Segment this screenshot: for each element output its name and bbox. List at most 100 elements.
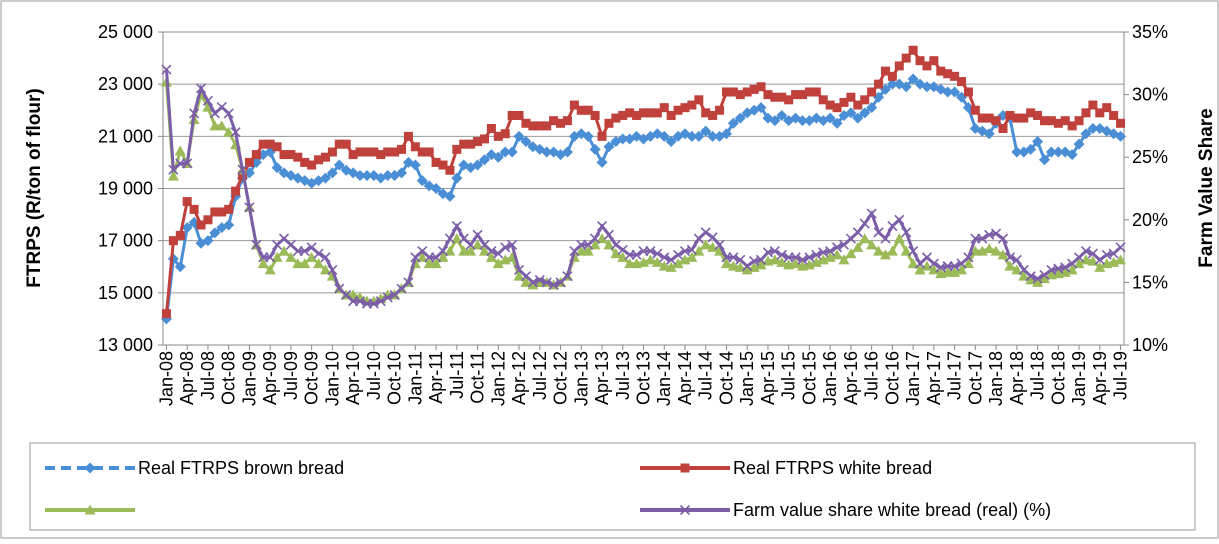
- x-tick-label: Jan-13: [571, 351, 591, 406]
- data-point: [397, 144, 407, 154]
- data-point: [866, 208, 877, 219]
- data-point: [216, 120, 228, 131]
- data-point: [784, 95, 794, 105]
- data-point: [217, 207, 227, 217]
- data-point: [320, 152, 330, 162]
- data-point: [693, 130, 705, 142]
- data-point: [202, 235, 214, 247]
- data-point: [409, 159, 421, 171]
- data-point: [1011, 254, 1022, 265]
- data-point: [894, 214, 905, 225]
- data-point: [486, 124, 496, 134]
- data-point: [224, 204, 234, 214]
- data-point: [907, 73, 919, 85]
- data-point: [1095, 108, 1105, 118]
- x-tick-label: Jan-08: [156, 351, 176, 406]
- data-point: [900, 81, 912, 93]
- x-tick-label: Jan-18: [986, 351, 1006, 406]
- data-point: [756, 82, 766, 92]
- data-point: [658, 260, 670, 271]
- x-tick-label: Jul-15: [779, 351, 799, 400]
- data-point: [680, 103, 690, 113]
- data-point: [361, 169, 373, 181]
- data-point: [251, 239, 262, 250]
- data-point: [499, 254, 511, 265]
- data-point: [355, 147, 365, 157]
- data-point: [921, 81, 933, 93]
- data-point: [867, 87, 877, 97]
- data-point: [727, 260, 739, 271]
- data-point: [686, 130, 698, 142]
- legend-item: Real FTRPS brown bread: [45, 458, 344, 478]
- data-point: [354, 296, 366, 307]
- data-point: [390, 147, 400, 157]
- data-point: [1011, 146, 1023, 158]
- data-point: [251, 150, 261, 160]
- data-point: [990, 245, 1002, 256]
- data-point: [403, 131, 413, 141]
- data-point: [936, 66, 946, 76]
- data-point: [970, 105, 980, 115]
- data-point: [319, 172, 331, 184]
- data-point: [859, 107, 871, 119]
- data-point: [617, 244, 628, 255]
- data-point: [908, 246, 919, 257]
- x-tick-label: Jul-17: [945, 351, 965, 400]
- y-tick-label: 17 000: [98, 231, 153, 251]
- data-point: [1073, 138, 1085, 150]
- data-point: [507, 239, 518, 250]
- data-point: [720, 258, 732, 269]
- data-point: [1038, 154, 1050, 166]
- y-tick-label: 15 000: [98, 283, 153, 303]
- data-point: [423, 258, 435, 269]
- data-point: [673, 105, 683, 115]
- data-point: [728, 87, 738, 97]
- y2-tick-label: 10%: [1132, 335, 1168, 355]
- data-point: [1094, 254, 1105, 265]
- x-tick-label: Oct-10: [385, 351, 405, 405]
- data-point: [1060, 262, 1071, 273]
- data-point: [403, 277, 414, 288]
- legend-box: [29, 442, 1196, 531]
- data-point: [451, 233, 463, 244]
- data-point: [625, 108, 635, 118]
- x-tick-label: Oct-12: [551, 351, 571, 405]
- data-point: [582, 245, 594, 256]
- data-point: [983, 128, 995, 140]
- data-point: [1039, 269, 1050, 280]
- data-point: [976, 245, 988, 256]
- data-point: [949, 266, 961, 277]
- data-point: [541, 277, 552, 288]
- data-point: [437, 251, 449, 262]
- data-point: [319, 264, 331, 275]
- data-point: [1032, 273, 1043, 284]
- x-tick-label: Oct-16: [882, 351, 902, 405]
- data-point: [271, 251, 283, 262]
- data-point: [727, 117, 739, 129]
- data-point: [237, 164, 248, 175]
- data-point: [203, 215, 213, 225]
- x-tick-label: Oct-14: [716, 351, 736, 405]
- data-point: [832, 103, 842, 113]
- y2-tick-label: 20%: [1132, 210, 1168, 230]
- data-point: [763, 90, 773, 100]
- data-point: [714, 239, 725, 250]
- data-point: [811, 249, 822, 260]
- data-point: [520, 276, 532, 287]
- x-tick-label: Apr-19: [1090, 351, 1110, 405]
- data-point: [223, 108, 234, 119]
- data-point: [893, 233, 905, 244]
- data-point: [603, 229, 614, 240]
- data-point: [908, 45, 918, 55]
- data-point: [195, 83, 207, 94]
- data-point: [639, 108, 648, 118]
- legend-marker: [679, 504, 691, 516]
- data-point: [459, 139, 469, 149]
- data-point: [376, 150, 386, 160]
- data-point: [590, 110, 600, 120]
- data-point: [665, 261, 677, 272]
- x-tick-label: Apr-11: [426, 351, 446, 404]
- data-point: [1066, 149, 1078, 161]
- data-point: [900, 245, 912, 256]
